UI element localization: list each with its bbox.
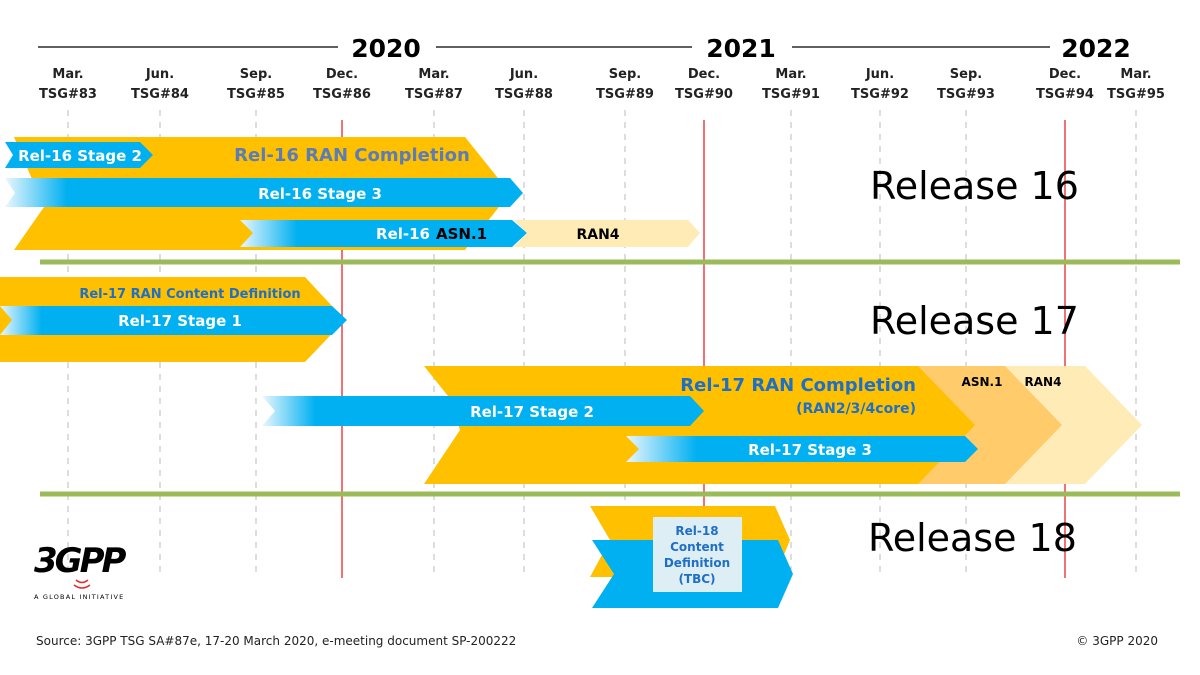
release-16-group: Rel-16 Stage 2 Rel-16 RAN Completion Rel…: [5, 137, 1079, 250]
rel18-box-line: (TBC): [678, 572, 715, 586]
rel16-asn1-label: ASN.1: [436, 225, 487, 243]
meeting-tsg: TSG#86: [313, 87, 371, 102]
rel17-asn1-label: ASN.1: [962, 375, 1003, 389]
rel18-box-line: Content: [670, 540, 724, 554]
meeting-tsg: TSG#85: [227, 87, 285, 102]
meeting-month: Dec.: [688, 67, 720, 82]
rel17-stage1-arrow: [0, 306, 347, 335]
rel16-stage2-arrow: [5, 142, 153, 168]
rel18-content-box: [653, 517, 742, 592]
logo-tagline: A GLOBAL INITIATIVE: [34, 593, 124, 601]
rel17-stage3-arrow: [626, 436, 978, 462]
rel18-box-line: Rel-18: [675, 524, 718, 538]
source-note: Source: 3GPP TSG SA#87e, 17-20 March 202…: [36, 634, 516, 648]
meeting-month: Jun.: [865, 67, 894, 82]
year-header: 2020 2021 2022: [38, 34, 1131, 63]
rel17-ran-completion-label: Rel-17 RAN Completion: [680, 375, 916, 396]
meeting-tsg: TSG#84: [131, 87, 189, 102]
rel16-ran4-label: RAN4: [576, 227, 619, 243]
rel18-box-line: Definition: [664, 556, 730, 570]
meeting-month: Jun.: [509, 67, 538, 82]
meeting-tsg: TSG#83: [39, 87, 97, 102]
release-17-group: Rel-17 RAN Content Definition Rel-17 Sta…: [0, 277, 1142, 484]
meeting-month: Mar.: [418, 67, 449, 82]
rel17-content-definition-label: Rel-17 RAN Content Definition: [79, 287, 300, 302]
release-18-group: Rel-18 Content Definition (TBC) Release …: [590, 506, 1077, 608]
rel17-ran-completion-sublabel: (RAN2/3/4core): [796, 401, 916, 417]
year-label: 2021: [706, 34, 776, 63]
rel17-ran4-label: RAN4: [1025, 375, 1062, 389]
meeting-month: Mar.: [1120, 67, 1151, 82]
rel16-stage3-label: Rel-16 Stage 3: [258, 185, 382, 203]
logo-signal-icon: [73, 579, 91, 589]
meeting-tsg: TSG#89: [596, 87, 654, 102]
3gpp-logo: 3GPP A GLOBAL INITIATIVE: [34, 541, 129, 601]
rel16-ran4-arrow: [514, 220, 700, 247]
rel16-ran-completion-label: Rel-16 RAN Completion: [234, 145, 470, 166]
logo-text: 3GPP: [34, 541, 126, 581]
meeting-tsg: TSG#93: [937, 87, 995, 102]
meeting-tsg: TSG#95: [1107, 87, 1165, 102]
rel16-stage2-label: Rel-16 Stage 2: [18, 147, 142, 165]
year-label: 2022: [1061, 34, 1131, 63]
meeting-tsg: TSG#94: [1036, 87, 1094, 102]
meeting-month: Mar.: [52, 67, 83, 82]
year-label: 2020: [351, 34, 421, 63]
release-17-title: Release 17: [870, 299, 1079, 343]
meeting-tsg: TSG#92: [851, 87, 909, 102]
meeting-month: Jun.: [145, 67, 174, 82]
rel16-asn1-prefix: Rel-16: [376, 225, 430, 243]
rel16-asn1-arrow: [240, 220, 527, 247]
rel17-stage2-arrow: [262, 396, 704, 426]
release-18-title: Release 18: [868, 516, 1077, 560]
rel17-stage1-label: Rel-17 Stage 1: [118, 312, 242, 330]
meeting-month: Dec.: [326, 67, 358, 82]
meeting-month: Dec.: [1049, 67, 1081, 82]
release-16-title: Release 16: [870, 164, 1079, 208]
rel17-stage2-label: Rel-17 Stage 2: [470, 403, 594, 421]
meeting-tsg: TSG#88: [495, 87, 553, 102]
meeting-month: Mar.: [775, 67, 806, 82]
rel16-stage3-arrow: [5, 178, 523, 207]
meeting-tsg: TSG#87: [405, 87, 463, 102]
meeting-month: Sep.: [950, 67, 982, 82]
meeting-tsg: TSG#90: [675, 87, 733, 102]
meeting-month: Sep.: [240, 67, 272, 82]
copyright: © 3GPP 2020: [1076, 634, 1158, 648]
meeting-columns: Mar. TSG#83 Jun. TSG#84 Sep. TSG#85 Dec. TSG#86…: [39, 67, 1165, 578]
meeting-tsg: TSG#91: [762, 87, 820, 102]
rel17-stage3-label: Rel-17 Stage 3: [748, 441, 872, 459]
meeting-month: Sep.: [609, 67, 641, 82]
rel17-ran4-chevron: [1000, 366, 1142, 484]
